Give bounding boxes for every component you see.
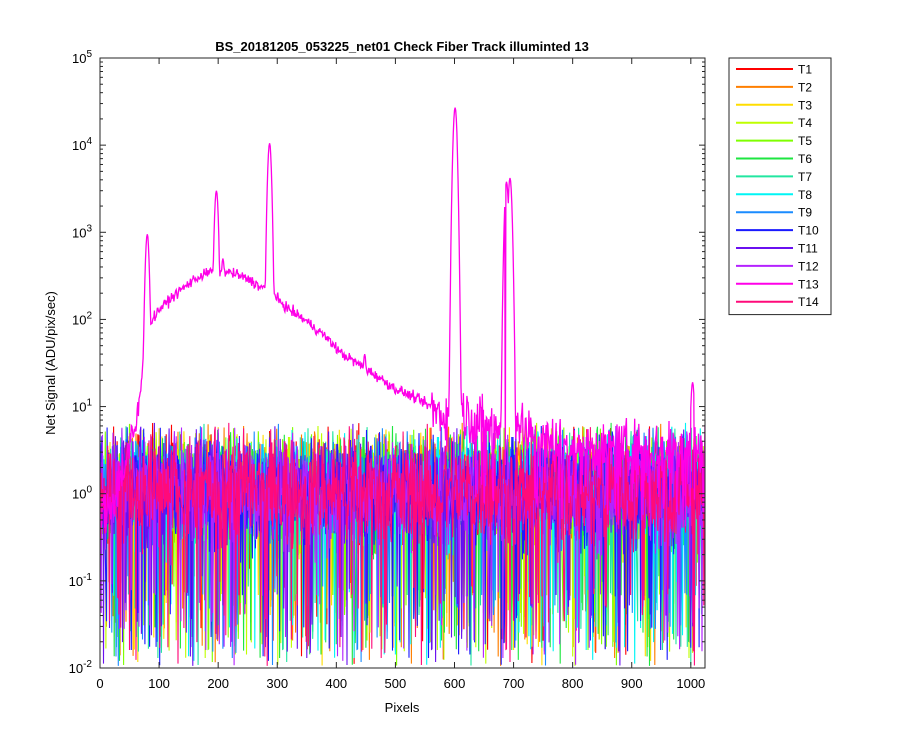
legend-label-t14: T14 [798,295,819,309]
x-tick-label: 500 [385,676,407,691]
series-line-t13 [100,107,705,533]
legend-label-t11: T11 [798,242,818,256]
x-tick-label: 600 [444,676,466,691]
x-axis: 0 100 200 300 400 500 600 700 800 900 1000 [96,58,705,691]
y-tick-label: 101 [72,398,92,415]
y-tick-label: 104 [72,136,92,153]
x-tick-label: 900 [621,676,643,691]
x-tick-label: 1000 [676,676,705,691]
x-axis-label: Pixels [385,700,420,715]
legend-label-t1: T1 [798,63,812,77]
y-tick-label: 105 [72,49,92,66]
series-layer [100,107,705,666]
legend-label-t7: T7 [798,170,812,184]
y-tick-label: 10-1 [69,572,93,589]
x-tick-label: 0 [96,676,103,691]
legend-box [728,57,832,316]
y-tick-label: 10-2 [69,659,93,676]
x-tick-label: 400 [325,676,347,691]
x-tick-label: 700 [503,676,525,691]
y-axis-label: Net Signal (ADU/pix/sec) [43,291,58,435]
y-axis: 10-2 10-1 100 101 102 103 104 105 [69,49,705,676]
legend: T1 T2 T3 T4 T5 T6 T7 T8 T9 T10 T11 T12 T13 T14 [728,57,832,316]
legend-label-t6: T6 [798,152,812,166]
chart-title: BS_20181205_053225_net01 Check Fiber Tra… [215,39,589,54]
legend-label-t3: T3 [798,98,812,112]
plot-area-frame [99,57,706,669]
y-tick-label: 100 [72,485,92,502]
legend-label-t13: T13 [798,277,819,291]
y-tick-label: 103 [72,223,92,240]
legend-label-t2: T2 [798,80,812,94]
series-line-t14 [100,422,705,666]
legend-label-t9: T9 [798,206,812,220]
x-tick-label: 200 [207,676,229,691]
legend-label-t12: T12 [798,259,819,273]
x-tick-label: 800 [562,676,584,691]
legend-label-t5: T5 [798,134,812,148]
legend-label-t10: T10 [798,224,819,238]
x-tick-label: 100 [148,676,170,691]
legend-label-t8: T8 [798,188,812,202]
x-tick-label: 300 [266,676,288,691]
legend-label-t4: T4 [798,116,812,130]
y-tick-label: 102 [72,310,92,327]
